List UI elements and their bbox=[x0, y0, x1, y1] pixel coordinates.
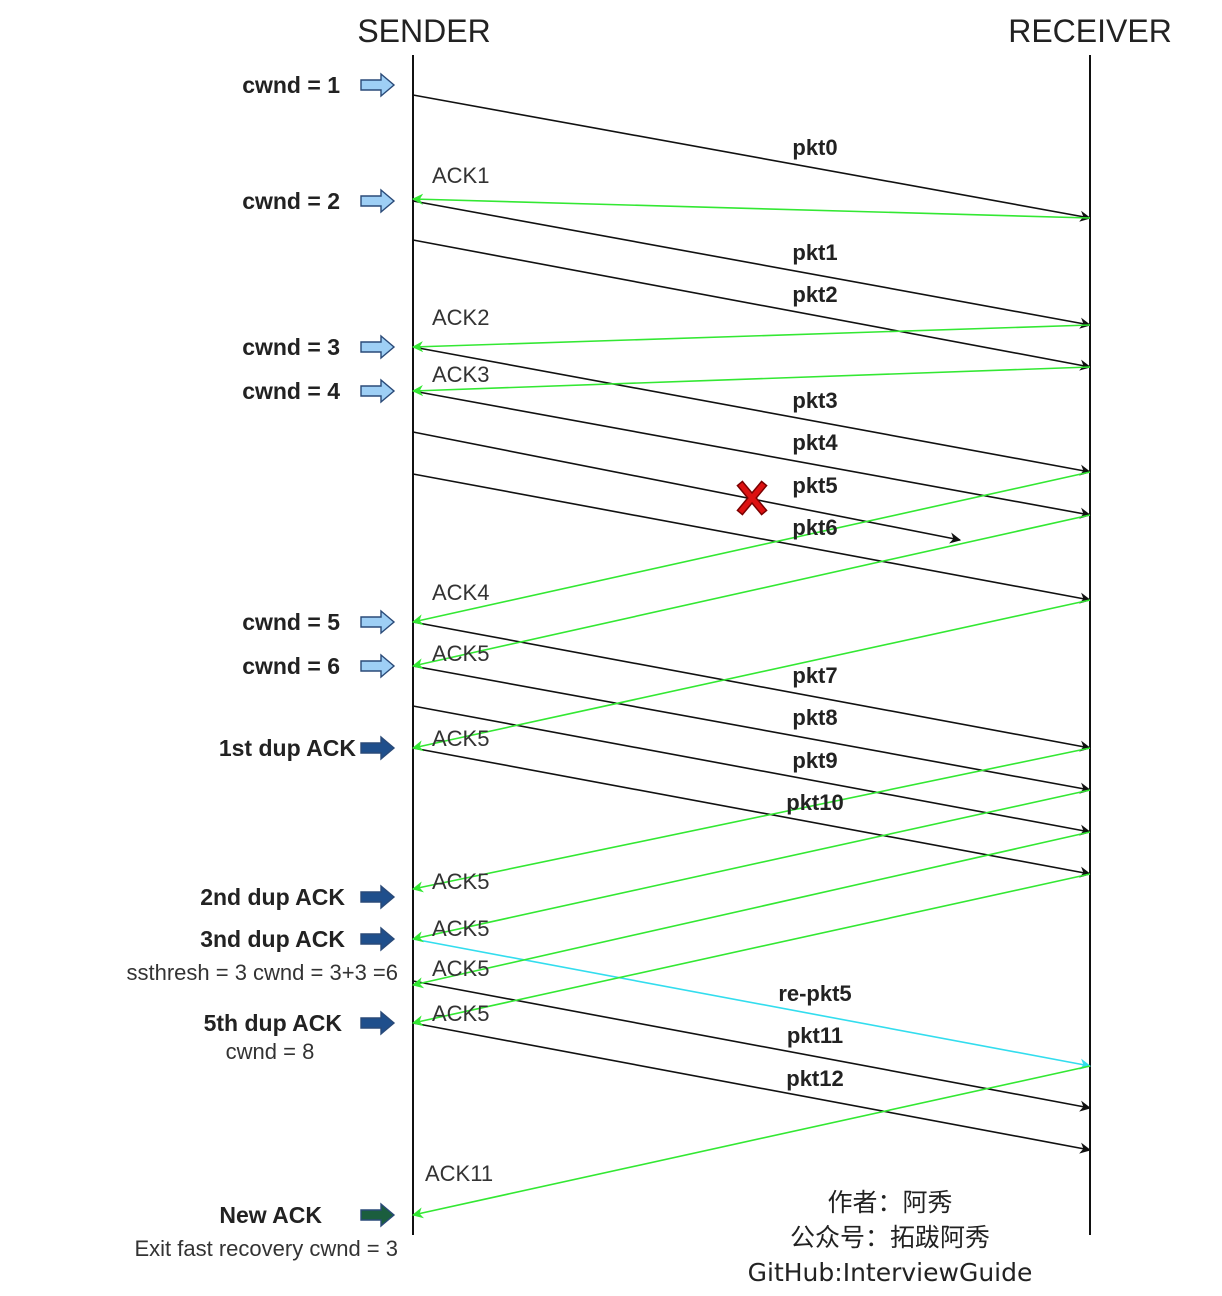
event-arrow-icon bbox=[360, 653, 396, 679]
packet-arrow bbox=[412, 239, 1092, 371]
event-arrow-icon bbox=[360, 334, 396, 360]
event-arrow-icon bbox=[360, 188, 396, 214]
ack-arrow bbox=[411, 366, 1091, 397]
ack-label: ACK3 bbox=[432, 362, 489, 387]
packet-label: pkt3 bbox=[792, 388, 837, 413]
event-label: cwnd = 5 bbox=[242, 609, 340, 635]
packet-label: pkt5 bbox=[792, 473, 837, 498]
event-sublabel: Exit fast recovery cwnd = 3 bbox=[135, 1236, 399, 1261]
ack-arrow bbox=[411, 789, 1091, 943]
event-arrow-icon bbox=[360, 1202, 396, 1228]
ack-arrow bbox=[411, 471, 1091, 626]
event-arrow-icon bbox=[360, 735, 396, 761]
packet-label: pkt0 bbox=[792, 135, 837, 160]
receiver-header: RECEIVER bbox=[1008, 13, 1172, 49]
event-label: 2nd dup ACK bbox=[200, 884, 345, 910]
packet-arrow bbox=[412, 346, 1092, 476]
event-label: 5th dup ACK bbox=[204, 1010, 343, 1036]
lost-packet-x-icon bbox=[738, 482, 766, 514]
sender-header: SENDER bbox=[357, 13, 490, 49]
ack-arrow bbox=[411, 831, 1091, 989]
event-arrow-icon bbox=[360, 72, 396, 98]
packet-label: re-pkt5 bbox=[778, 981, 851, 1006]
ack-label: ACK5 bbox=[432, 1001, 489, 1026]
credit-author: 作者：阿秀 bbox=[827, 1188, 952, 1217]
packet-label: pkt2 bbox=[792, 282, 837, 307]
packet-arrow bbox=[412, 980, 1092, 1112]
event-arrow-icon bbox=[360, 926, 396, 952]
event-sublabel: ssthresh = 3 cwnd = 3+3 =6 bbox=[126, 960, 398, 985]
ack-arrow bbox=[411, 747, 1091, 893]
packet-arrow bbox=[412, 431, 962, 544]
event-label: New ACK bbox=[219, 1202, 322, 1228]
event-arrow-icon bbox=[360, 1010, 396, 1036]
ack-label: ACK2 bbox=[432, 305, 489, 330]
packet-arrow bbox=[412, 200, 1092, 329]
packet-arrow bbox=[412, 1022, 1092, 1154]
packet-arrow bbox=[412, 665, 1092, 794]
packet-label: pkt1 bbox=[792, 240, 837, 265]
ack-arrow bbox=[411, 193, 1091, 219]
packet-arrow bbox=[412, 621, 1092, 752]
ack-arrow bbox=[411, 873, 1091, 1027]
ack-arrow bbox=[411, 514, 1091, 670]
packet-arrow bbox=[412, 94, 1092, 222]
credit-account: 公众号：拓跋阿秀 bbox=[790, 1223, 990, 1252]
ack-arrow bbox=[411, 324, 1091, 353]
ack-label: ACK1 bbox=[432, 163, 489, 188]
packet-and-ack-arrows bbox=[411, 94, 1092, 1219]
ack-arrow bbox=[411, 599, 1091, 752]
packet-label: pkt9 bbox=[792, 748, 837, 773]
packet-arrow bbox=[412, 390, 1092, 519]
event-label: cwnd = 1 bbox=[242, 72, 340, 98]
ack-arrow bbox=[411, 1065, 1091, 1219]
event-label: cwnd = 6 bbox=[242, 653, 340, 679]
ack-label: ACK5 bbox=[432, 726, 489, 751]
event-label: 1st dup ACK bbox=[219, 735, 357, 761]
packet-label: pkt6 bbox=[792, 515, 837, 540]
packet-arrow bbox=[412, 747, 1092, 878]
ack-label: ACK4 bbox=[432, 580, 489, 605]
ack-label: ACK11 bbox=[425, 1161, 493, 1186]
event-arrow-icon bbox=[360, 609, 396, 635]
credit-github: GitHub:InterviewGuide bbox=[748, 1258, 1033, 1287]
event-sublabel: cwnd = 8 bbox=[226, 1039, 315, 1064]
event-label: 3nd dup ACK bbox=[200, 926, 345, 952]
event-label: cwnd = 3 bbox=[242, 334, 340, 360]
arrow-labels: pkt0 pkt1 pkt2 pkt3 pkt4 pkt5 pkt6 pkt7 pkt8 pkt9… bbox=[425, 135, 852, 1186]
packet-label: pkt7 bbox=[792, 663, 837, 688]
packet-label: pkt11 bbox=[787, 1023, 843, 1048]
packet-label: pkt8 bbox=[792, 705, 837, 730]
packet-label: pkt10 bbox=[786, 790, 843, 815]
packet-label: pkt12 bbox=[786, 1066, 843, 1091]
ack-label: ACK5 bbox=[432, 641, 489, 666]
event-label: cwnd = 2 bbox=[242, 188, 340, 214]
packet-arrow bbox=[412, 705, 1092, 836]
ack-label: ACK5 bbox=[432, 956, 489, 981]
event-arrow-icon bbox=[360, 884, 396, 910]
event-labels: cwnd = 1 cwnd = 2 cwnd = 3 cwnd = 4 cwnd = 5… bbox=[126, 72, 398, 1261]
ack-label: ACK5 bbox=[432, 869, 489, 894]
ack-label: ACK5 bbox=[432, 916, 489, 941]
packet-arrow bbox=[412, 473, 1092, 604]
packet-arrow bbox=[412, 938, 1092, 1070]
event-arrow-icon bbox=[360, 378, 396, 404]
packet-label: pkt4 bbox=[792, 430, 838, 455]
event-label: cwnd = 4 bbox=[242, 378, 340, 404]
